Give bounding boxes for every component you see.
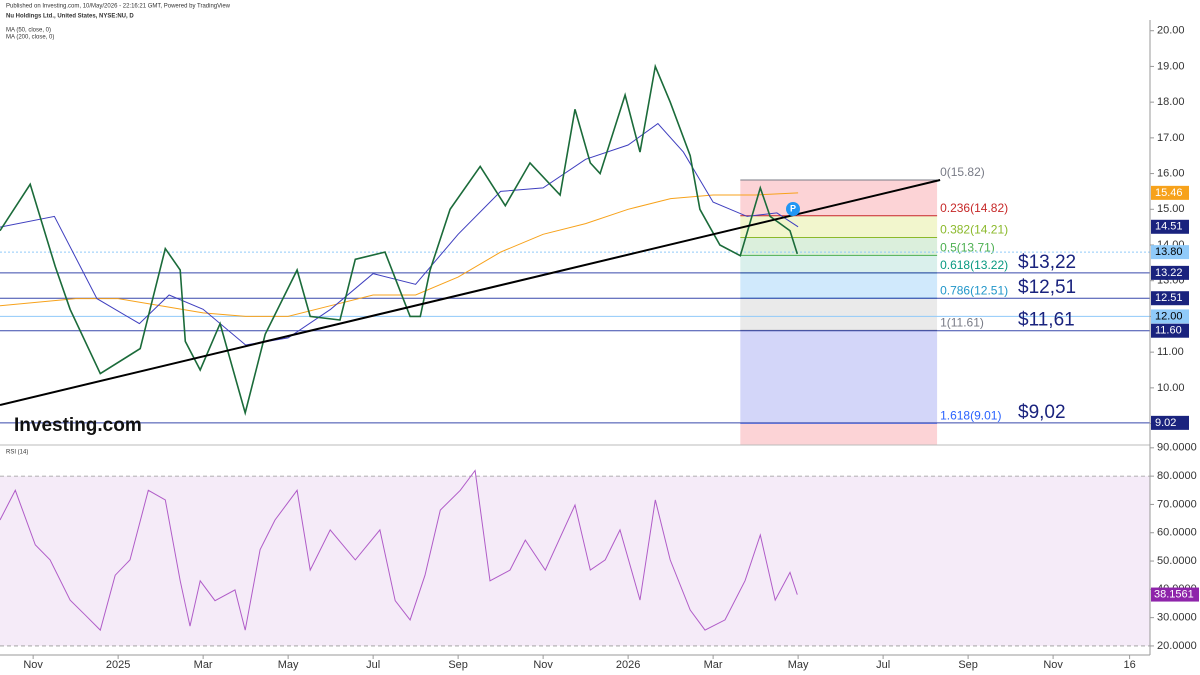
fib-label: 0.618(13.22) <box>940 258 1008 272</box>
level-annotation: $11,61 <box>1018 309 1075 330</box>
logo: Investing.com <box>14 415 142 436</box>
x-tick-label: Mar <box>194 659 213 671</box>
ma50-line <box>0 122 799 346</box>
published-note: Published on Investing.com, 10/May/2026 … <box>6 4 231 10</box>
fib-label: 1(11.61) <box>940 316 984 330</box>
level-annotation: $9,02 <box>1018 402 1066 423</box>
level-annotation: $12,51 <box>1018 277 1076 298</box>
fib-band <box>740 330 938 424</box>
fib-band <box>740 215 938 238</box>
price-tag-label: 12.51 <box>1155 292 1183 304</box>
y-tick-label: 15.00 <box>1157 203 1185 215</box>
rsi-tick-label: 60.0000 <box>1157 527 1197 539</box>
p-marker <box>786 202 800 216</box>
fib-band <box>740 298 938 331</box>
legend-ma50: MA (50, close, 0) <box>6 28 51 34</box>
price-tag-label: 14.51 <box>1155 221 1183 233</box>
x-tick-label: Sep <box>448 659 468 671</box>
fib-band <box>740 255 938 273</box>
price-tag <box>1151 323 1189 338</box>
fib-band <box>740 423 938 445</box>
price-tag-label: 11.60 <box>1155 325 1182 337</box>
level-annotation: $13,22 <box>1018 252 1076 273</box>
fib-label: 0(15.82) <box>940 165 985 179</box>
price-tag-label: 13.22 <box>1155 267 1183 279</box>
price-tag <box>1151 245 1189 260</box>
x-tick-label: Nov <box>23 659 43 671</box>
price-tag <box>1151 415 1189 430</box>
rsi-tick-label: 50.0000 <box>1157 555 1197 567</box>
x-tick-label: 2025 <box>106 659 130 671</box>
rsi-tick-label: 30.0000 <box>1157 612 1197 624</box>
y-tick-label: 19.00 <box>1157 60 1185 72</box>
price-tag <box>1151 219 1189 234</box>
p-marker-text: P <box>790 203 796 213</box>
legend-ma200: MA (200, close, 0) <box>6 35 54 41</box>
fib-label: 0.786(12.51) <box>940 283 1008 297</box>
fib-band <box>740 237 938 256</box>
price-tag <box>1151 265 1189 280</box>
rsi-tag-label: 38.1561 <box>1154 588 1194 600</box>
fib-band <box>740 272 938 299</box>
fib-label: 0.382(14.21) <box>940 223 1008 237</box>
price-tag-label: 12.00 <box>1155 310 1183 322</box>
rsi-tick-label: 20.0000 <box>1157 640 1197 652</box>
rsi-tick-label: 80.0000 <box>1157 470 1197 482</box>
price-tag <box>1151 309 1189 324</box>
price-tag <box>1151 291 1189 306</box>
x-tick-label: 2026 <box>616 659 640 671</box>
y-tick-label: 20.00 <box>1157 25 1185 37</box>
rsi-tag <box>1151 587 1199 602</box>
x-tick-label: Sep <box>958 659 978 671</box>
y-tick-label: 11.00 <box>1157 346 1184 358</box>
x-tick-label: May <box>278 659 299 671</box>
rsi-band <box>0 476 1150 646</box>
price-tag <box>1151 185 1189 200</box>
y-tick-label: 18.00 <box>1157 96 1185 108</box>
fib-band <box>740 180 938 216</box>
fib-label: 0.236(14.82) <box>940 201 1008 215</box>
x-tick-label: Mar <box>704 659 723 671</box>
rsi-tick-label: 90.0000 <box>1157 442 1197 454</box>
y-tick-label: 16.00 <box>1157 167 1185 179</box>
rsi-label: RSI (14) <box>6 450 28 456</box>
y-tick-label: 10.00 <box>1157 382 1185 394</box>
fib-label: 1.618(9.01) <box>940 408 1001 422</box>
x-tick-label: Jul <box>366 659 380 671</box>
ma200-line <box>0 192 799 317</box>
x-tick-label: Nov <box>533 659 553 671</box>
y-tick-label: 17.00 <box>1157 132 1185 144</box>
fib-label: 0.5(13.71) <box>940 241 995 255</box>
x-tick-label: Nov <box>1043 659 1063 671</box>
chart-title: Nu Holdings Ltd., United States, NYSE:NU… <box>6 14 134 20</box>
rsi-tick-label: 70.0000 <box>1157 498 1197 510</box>
price-tag-label: 9.02 <box>1155 417 1176 429</box>
price-line <box>0 63 799 416</box>
x-tick-label: Jul <box>876 659 890 671</box>
x-tick-label: May <box>788 659 809 671</box>
price-tag-label: 15.46 <box>1155 187 1183 199</box>
price-tag-label: 13.80 <box>1155 246 1183 258</box>
trendline <box>0 179 941 406</box>
x-tick-label: 16 <box>1123 659 1135 671</box>
rsi-line <box>0 469 798 632</box>
